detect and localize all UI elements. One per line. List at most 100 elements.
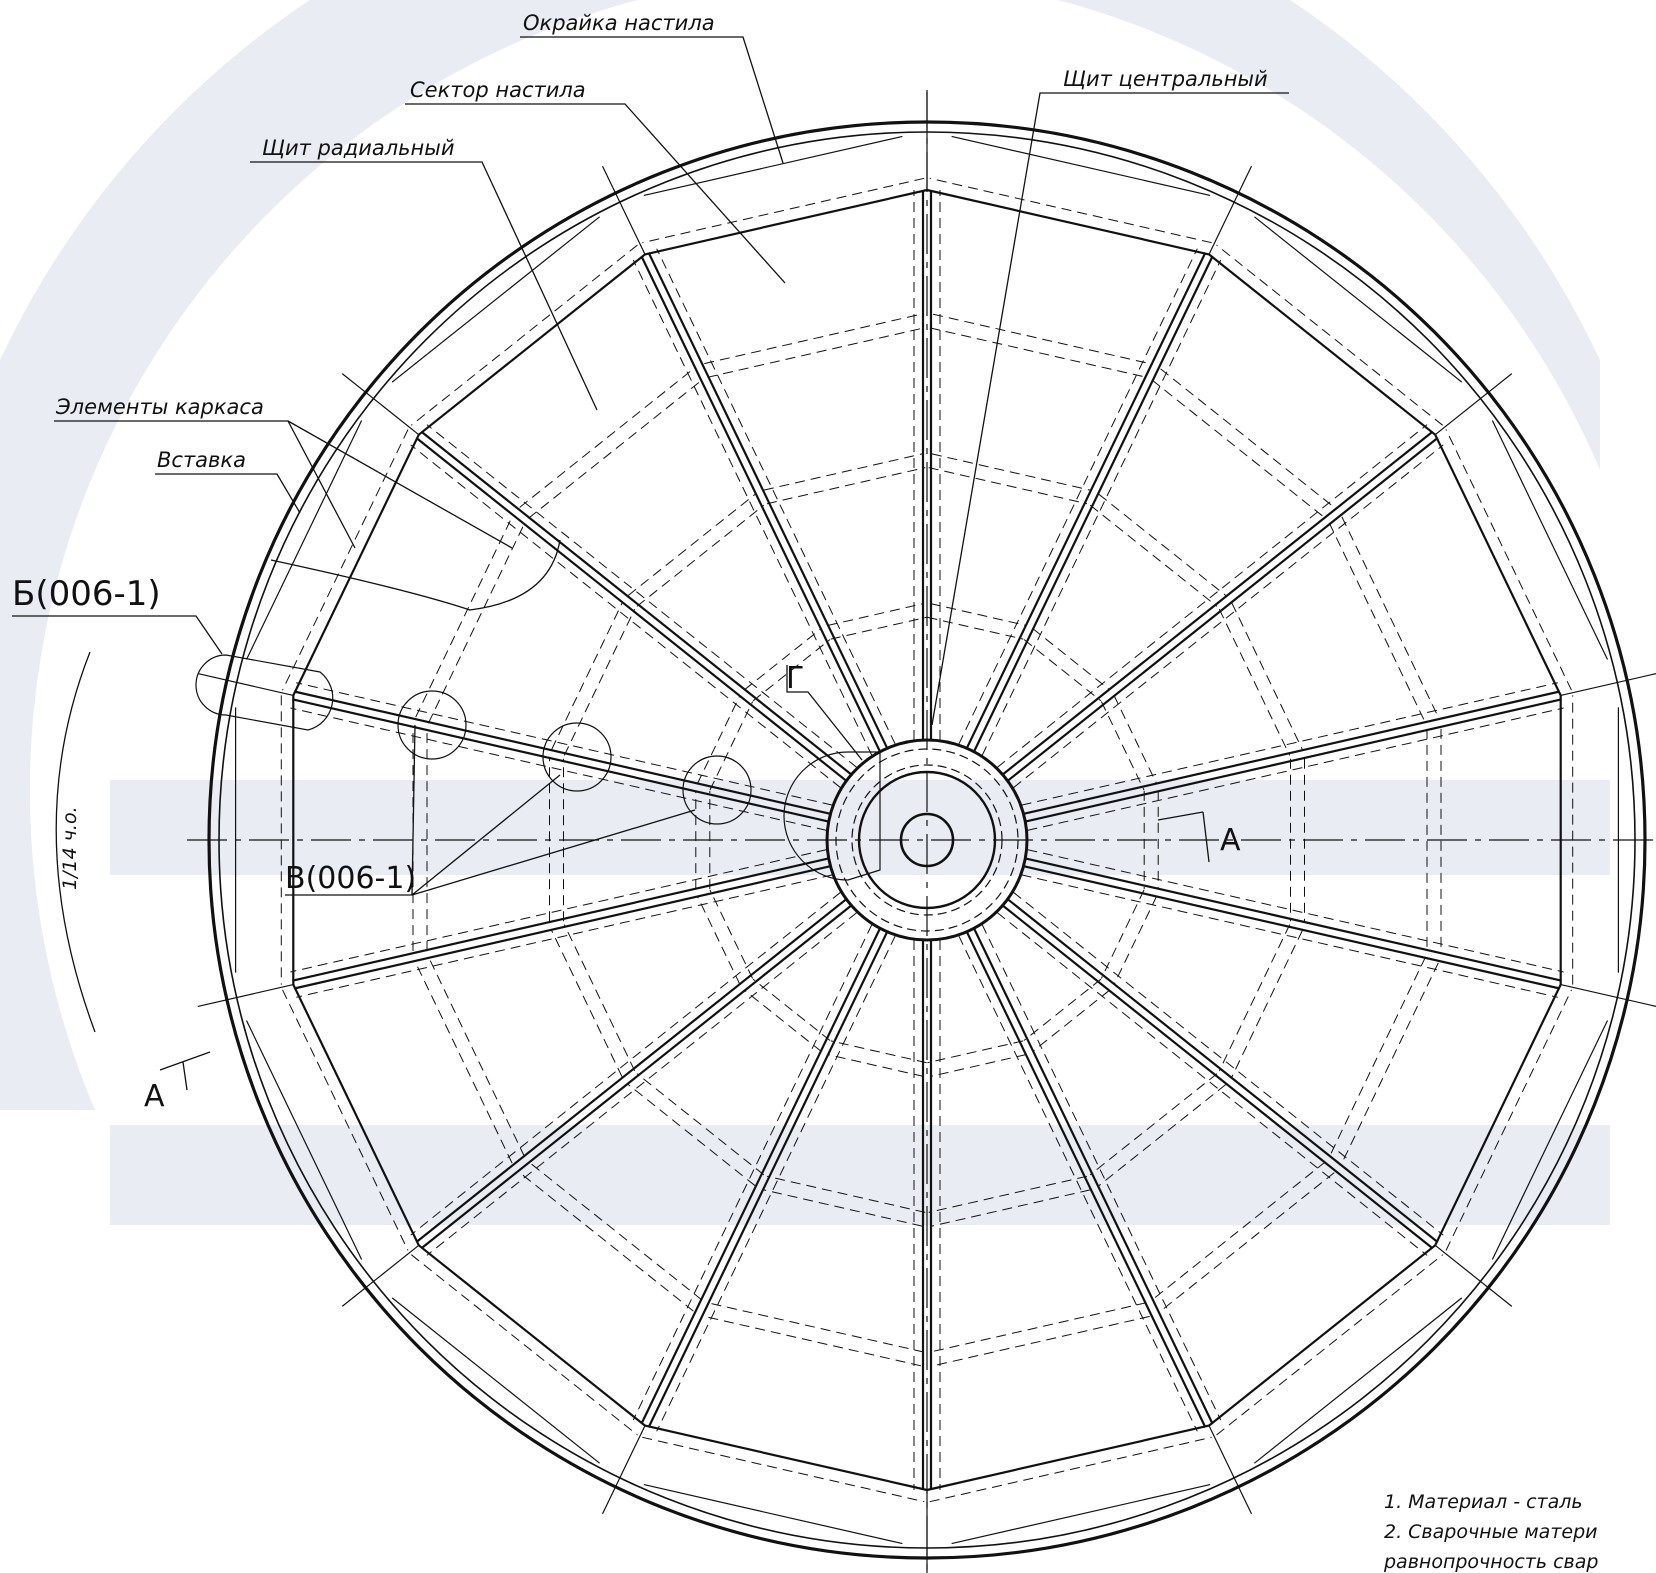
leader-radial-shield <box>250 161 598 411</box>
okraika-chord <box>951 135 1211 196</box>
polygon-chord <box>292 434 420 696</box>
radial-beam <box>293 690 831 815</box>
purlin-dashed <box>931 1189 1091 1227</box>
radial-beam <box>640 927 881 1425</box>
radial-beam <box>647 931 889 1428</box>
radial-beam <box>292 857 829 982</box>
beam-flange-dashed <box>290 849 827 973</box>
radial-beam <box>420 904 852 1250</box>
okraika-chord <box>391 1297 600 1464</box>
beam-flange-dashed <box>426 912 858 1256</box>
purlin-dashed <box>1341 962 1439 1164</box>
purlin-dashed <box>1231 930 1303 1078</box>
chord-dashed <box>282 429 409 691</box>
purlin-dashed <box>563 924 636 1072</box>
leader-g <box>786 665 863 761</box>
purlin-dashed <box>551 930 623 1078</box>
purlin-dashed <box>709 889 754 979</box>
purlin-dashed <box>1231 602 1303 750</box>
purlin-dashed <box>1160 1172 1335 1312</box>
beam-flange-dashed <box>410 444 842 789</box>
polygon-chord <box>292 984 420 1246</box>
insert-arc <box>270 539 561 611</box>
radial-extension <box>1208 1425 1253 1515</box>
purlin-dashed <box>930 603 1027 626</box>
radial-beam <box>973 255 1214 753</box>
radial-extension <box>601 165 646 255</box>
okraika-chord <box>1491 420 1609 660</box>
polygon-chord <box>644 188 928 256</box>
beam-flange-dashed <box>410 891 842 1236</box>
section-mark-right <box>1157 811 1210 863</box>
radial-beam <box>1023 865 1561 990</box>
radial-extension <box>341 1244 420 1307</box>
radial-extension <box>197 673 294 696</box>
purlin-dashed <box>1023 639 1102 702</box>
okraika-chord <box>643 1484 903 1545</box>
polygon-chord <box>644 1424 928 1492</box>
beam-flange-dashed <box>290 707 827 831</box>
purlin-dashed <box>1100 701 1145 791</box>
purlin-dashed <box>929 1302 1147 1353</box>
purlin-dashed <box>636 1073 765 1176</box>
beam-flange-dashed <box>958 248 1198 745</box>
leader-central-shield <box>931 92 1289 726</box>
purlin-dashed <box>1098 1084 1227 1187</box>
polygon-chord <box>418 1244 646 1427</box>
label-sector: Сектор настила <box>410 78 586 102</box>
purlin-dashed <box>415 516 513 718</box>
purlin-dashed <box>627 493 756 596</box>
polygon-chord <box>1208 253 1436 436</box>
purlin-dashed <box>932 1315 1150 1367</box>
okraika-chord <box>245 420 363 660</box>
purlin-dashed <box>1032 628 1110 691</box>
chord-dashed <box>642 1436 925 1503</box>
label-detail-g: Г <box>786 661 804 696</box>
beam-flange-dashed <box>296 682 833 806</box>
purlin-dashed <box>928 1175 1088 1213</box>
beam-flange-dashed <box>1012 444 1444 789</box>
chord-dashed <box>1216 1254 1444 1436</box>
beam-flange-dashed <box>1021 874 1558 998</box>
radial-beam <box>415 437 847 782</box>
purlin-dashed <box>1218 924 1291 1072</box>
okraika-chord <box>1254 1297 1463 1464</box>
purlin-dashed <box>830 1040 927 1064</box>
dim-angle-arc <box>55 651 96 1033</box>
purlin-dashed <box>519 368 694 508</box>
label-section-a-left: А <box>144 1079 165 1114</box>
purlin-dashed <box>415 962 513 1164</box>
polygon-chord <box>1208 1244 1436 1427</box>
purlin-dashed <box>928 467 1088 505</box>
detail-circles <box>195 654 881 881</box>
purlin-dashed <box>528 379 703 519</box>
detail-v-circle-1 <box>397 690 467 760</box>
chord-dashed <box>1216 244 1444 426</box>
radial-beam <box>647 252 889 749</box>
radial-extension <box>1434 373 1513 436</box>
radial-extension <box>1208 165 1253 255</box>
purlin-dashed <box>827 1054 924 1077</box>
purlin-dashed <box>551 602 623 750</box>
leader-v-3 <box>411 809 696 896</box>
note-line-3: равнопрочность свар <box>1383 1551 1598 1573</box>
purlin-dashed <box>707 327 925 378</box>
radial-extension <box>1560 984 1656 1007</box>
beam-flange-dashed <box>981 259 1222 756</box>
detail-v-circle-2 <box>542 722 612 792</box>
purlin-dashed <box>752 978 831 1041</box>
purlin-dashed <box>519 1172 694 1312</box>
label-section-a-right: А <box>1220 823 1241 858</box>
leader-b <box>12 615 223 655</box>
chord-dashed <box>929 177 1212 244</box>
purlin-dashed <box>1328 956 1427 1158</box>
label-okraika: Окрайка настила <box>523 11 715 35</box>
beam-flange-dashed <box>996 424 1428 768</box>
radial-beam <box>1007 898 1439 1243</box>
purlin-dashed <box>752 639 831 702</box>
purlin-dashed <box>1113 895 1158 985</box>
purlin-dashed <box>766 467 926 505</box>
purlin-dashed <box>744 989 822 1052</box>
okraika-chord <box>643 135 903 196</box>
